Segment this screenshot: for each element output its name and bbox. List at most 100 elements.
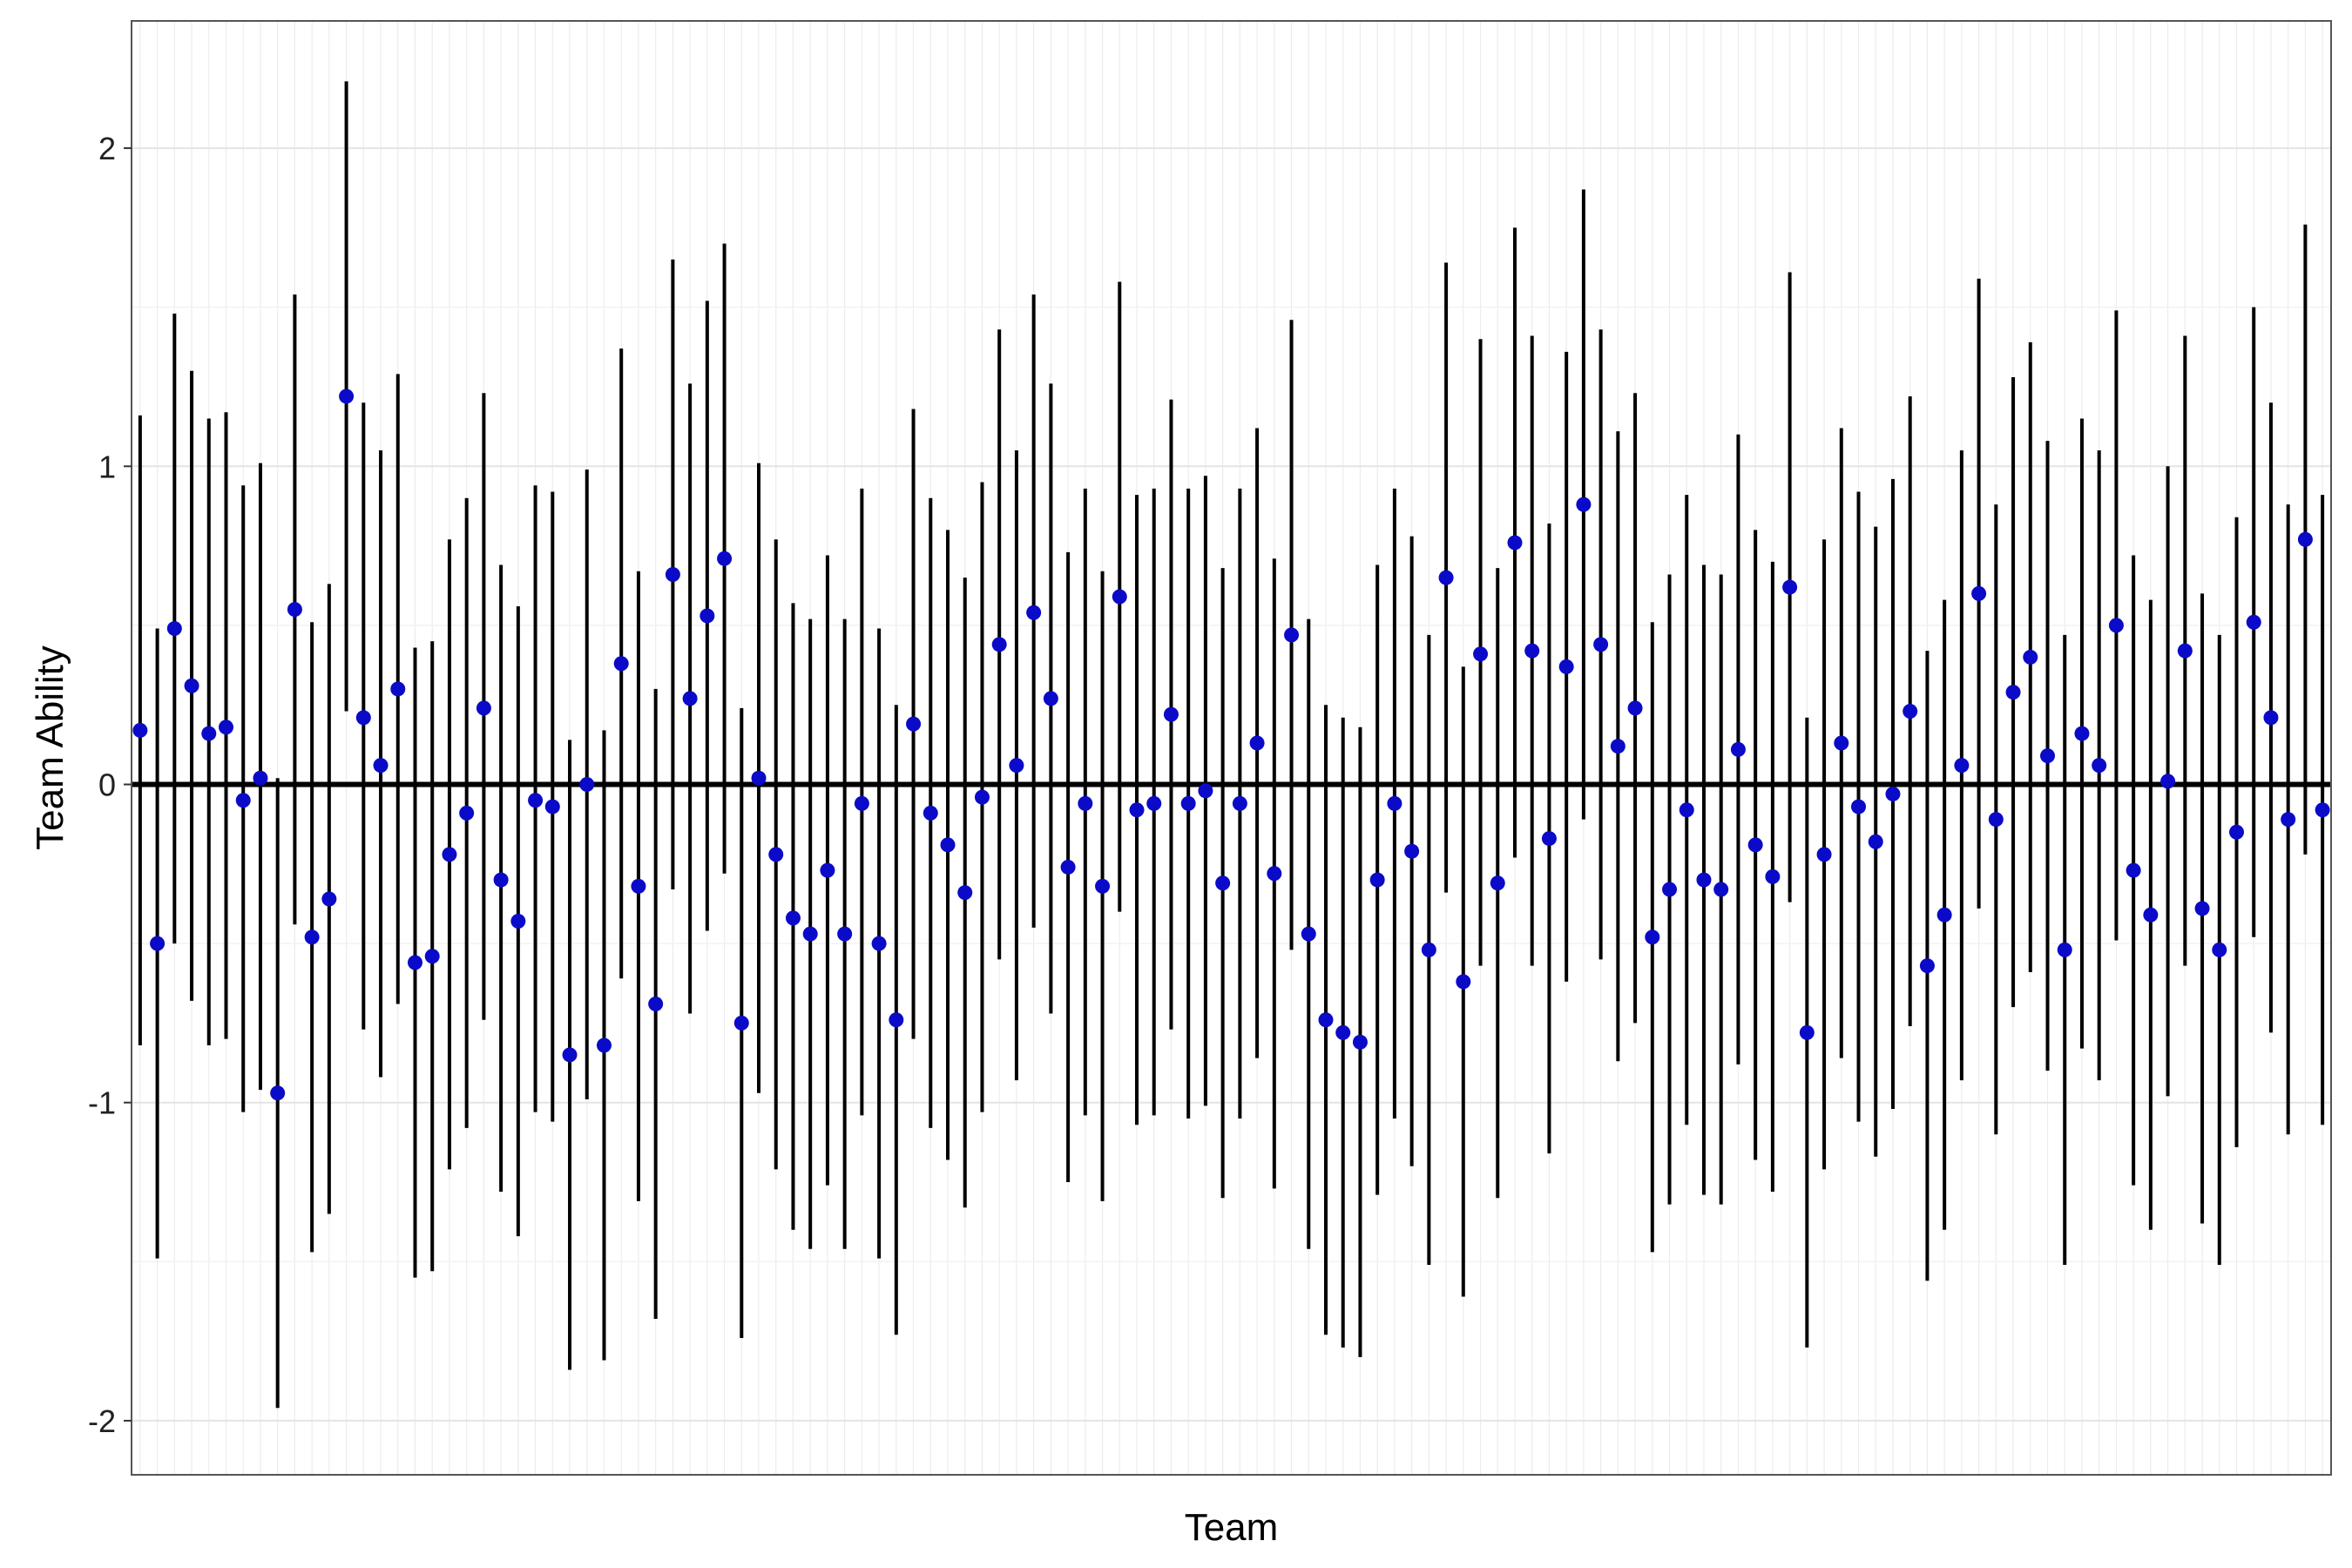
data-point (2143, 907, 2159, 923)
data-point (321, 891, 337, 907)
data-point (1782, 579, 1798, 595)
data-point (2126, 862, 2141, 878)
data-point (751, 770, 767, 786)
data-point (150, 936, 166, 951)
data-point (1988, 812, 2004, 828)
data-point (1747, 837, 1763, 853)
data-point (1009, 758, 1024, 774)
y-tick-label: 0 (98, 767, 116, 802)
x-axis-title: Team (1185, 1506, 1279, 1549)
data-point (528, 793, 544, 808)
data-point (1799, 1024, 1815, 1040)
data-point (785, 910, 801, 926)
data-point (974, 789, 990, 805)
data-point (373, 758, 389, 774)
data-point (2023, 649, 2038, 665)
data-point (991, 637, 1007, 652)
data-point (1335, 1024, 1351, 1040)
data-point (1473, 646, 1489, 662)
data-point (407, 955, 422, 970)
data-point (2005, 685, 2021, 700)
data-point (424, 949, 440, 964)
data-point (871, 936, 887, 951)
data-point (1971, 585, 1987, 601)
data-point (1662, 882, 1678, 897)
data-point (544, 799, 560, 814)
data-point (1834, 735, 1849, 751)
data-point (717, 551, 733, 566)
data-point (1387, 795, 1402, 811)
data-point (1885, 786, 1901, 801)
data-point (390, 681, 406, 697)
y-tick-label: 2 (98, 131, 116, 166)
data-point (1369, 872, 1385, 888)
data-point (889, 1012, 904, 1028)
data-point (957, 885, 973, 901)
data-point (510, 914, 526, 929)
data-point (339, 389, 355, 404)
data-point (1112, 589, 1127, 605)
data-point (1524, 643, 1540, 659)
data-point (665, 566, 680, 582)
data-point (1645, 929, 1660, 945)
data-point (1490, 875, 1505, 891)
y-axis-ticks: -2 -1 0 1 2 (88, 131, 132, 1439)
data-point (837, 926, 853, 942)
data-point (1730, 741, 1746, 757)
y-tick-label: -2 (88, 1403, 116, 1439)
data-point (2281, 812, 2296, 828)
data-point (2040, 748, 2056, 764)
data-point (700, 608, 715, 624)
data-point (1438, 570, 1454, 585)
data-point (476, 700, 491, 716)
data-point (253, 770, 268, 786)
data-point (459, 805, 475, 821)
data-point (1267, 866, 1282, 882)
y-tick-label: -1 (88, 1085, 116, 1121)
data-point (1558, 659, 1574, 674)
data-point (2212, 942, 2227, 957)
data-point (1043, 691, 1058, 706)
data-point (235, 793, 251, 808)
data-point (906, 716, 922, 732)
data-point (355, 710, 371, 726)
data-point (2263, 710, 2279, 726)
data-point (1301, 926, 1316, 942)
data-point (442, 847, 457, 862)
data-point (2074, 726, 2090, 741)
data-point (270, 1085, 286, 1101)
data-point (579, 776, 595, 792)
data-point (201, 726, 217, 741)
data-point (1352, 1034, 1368, 1050)
data-point (218, 720, 233, 735)
data-point (1593, 637, 1609, 652)
data-point (613, 656, 629, 672)
data-point (1816, 847, 1832, 862)
data-point (1541, 831, 1557, 847)
data-point (1679, 802, 1694, 818)
data-point (1026, 605, 1042, 620)
data-point (304, 929, 320, 945)
data-point (1713, 882, 1729, 897)
data-point (1198, 783, 1213, 799)
data-point (1696, 872, 1712, 888)
data-point (493, 872, 509, 888)
data-point (2160, 774, 2176, 789)
data-point (1868, 834, 1883, 849)
data-point (1954, 758, 1970, 774)
data-point (2246, 614, 2261, 630)
data-point (2108, 618, 2124, 633)
data-points (132, 389, 2330, 1101)
data-point (1936, 907, 1952, 923)
data-point (1765, 868, 1781, 884)
data-point (2092, 758, 2107, 774)
data-point (1919, 958, 1935, 974)
data-point (1456, 974, 1471, 990)
data-point (820, 862, 835, 878)
data-point (1249, 735, 1265, 751)
data-point (1610, 739, 1625, 754)
data-point (940, 837, 956, 853)
data-point (2177, 643, 2193, 659)
data-point (1060, 859, 1076, 875)
data-point (631, 878, 646, 894)
